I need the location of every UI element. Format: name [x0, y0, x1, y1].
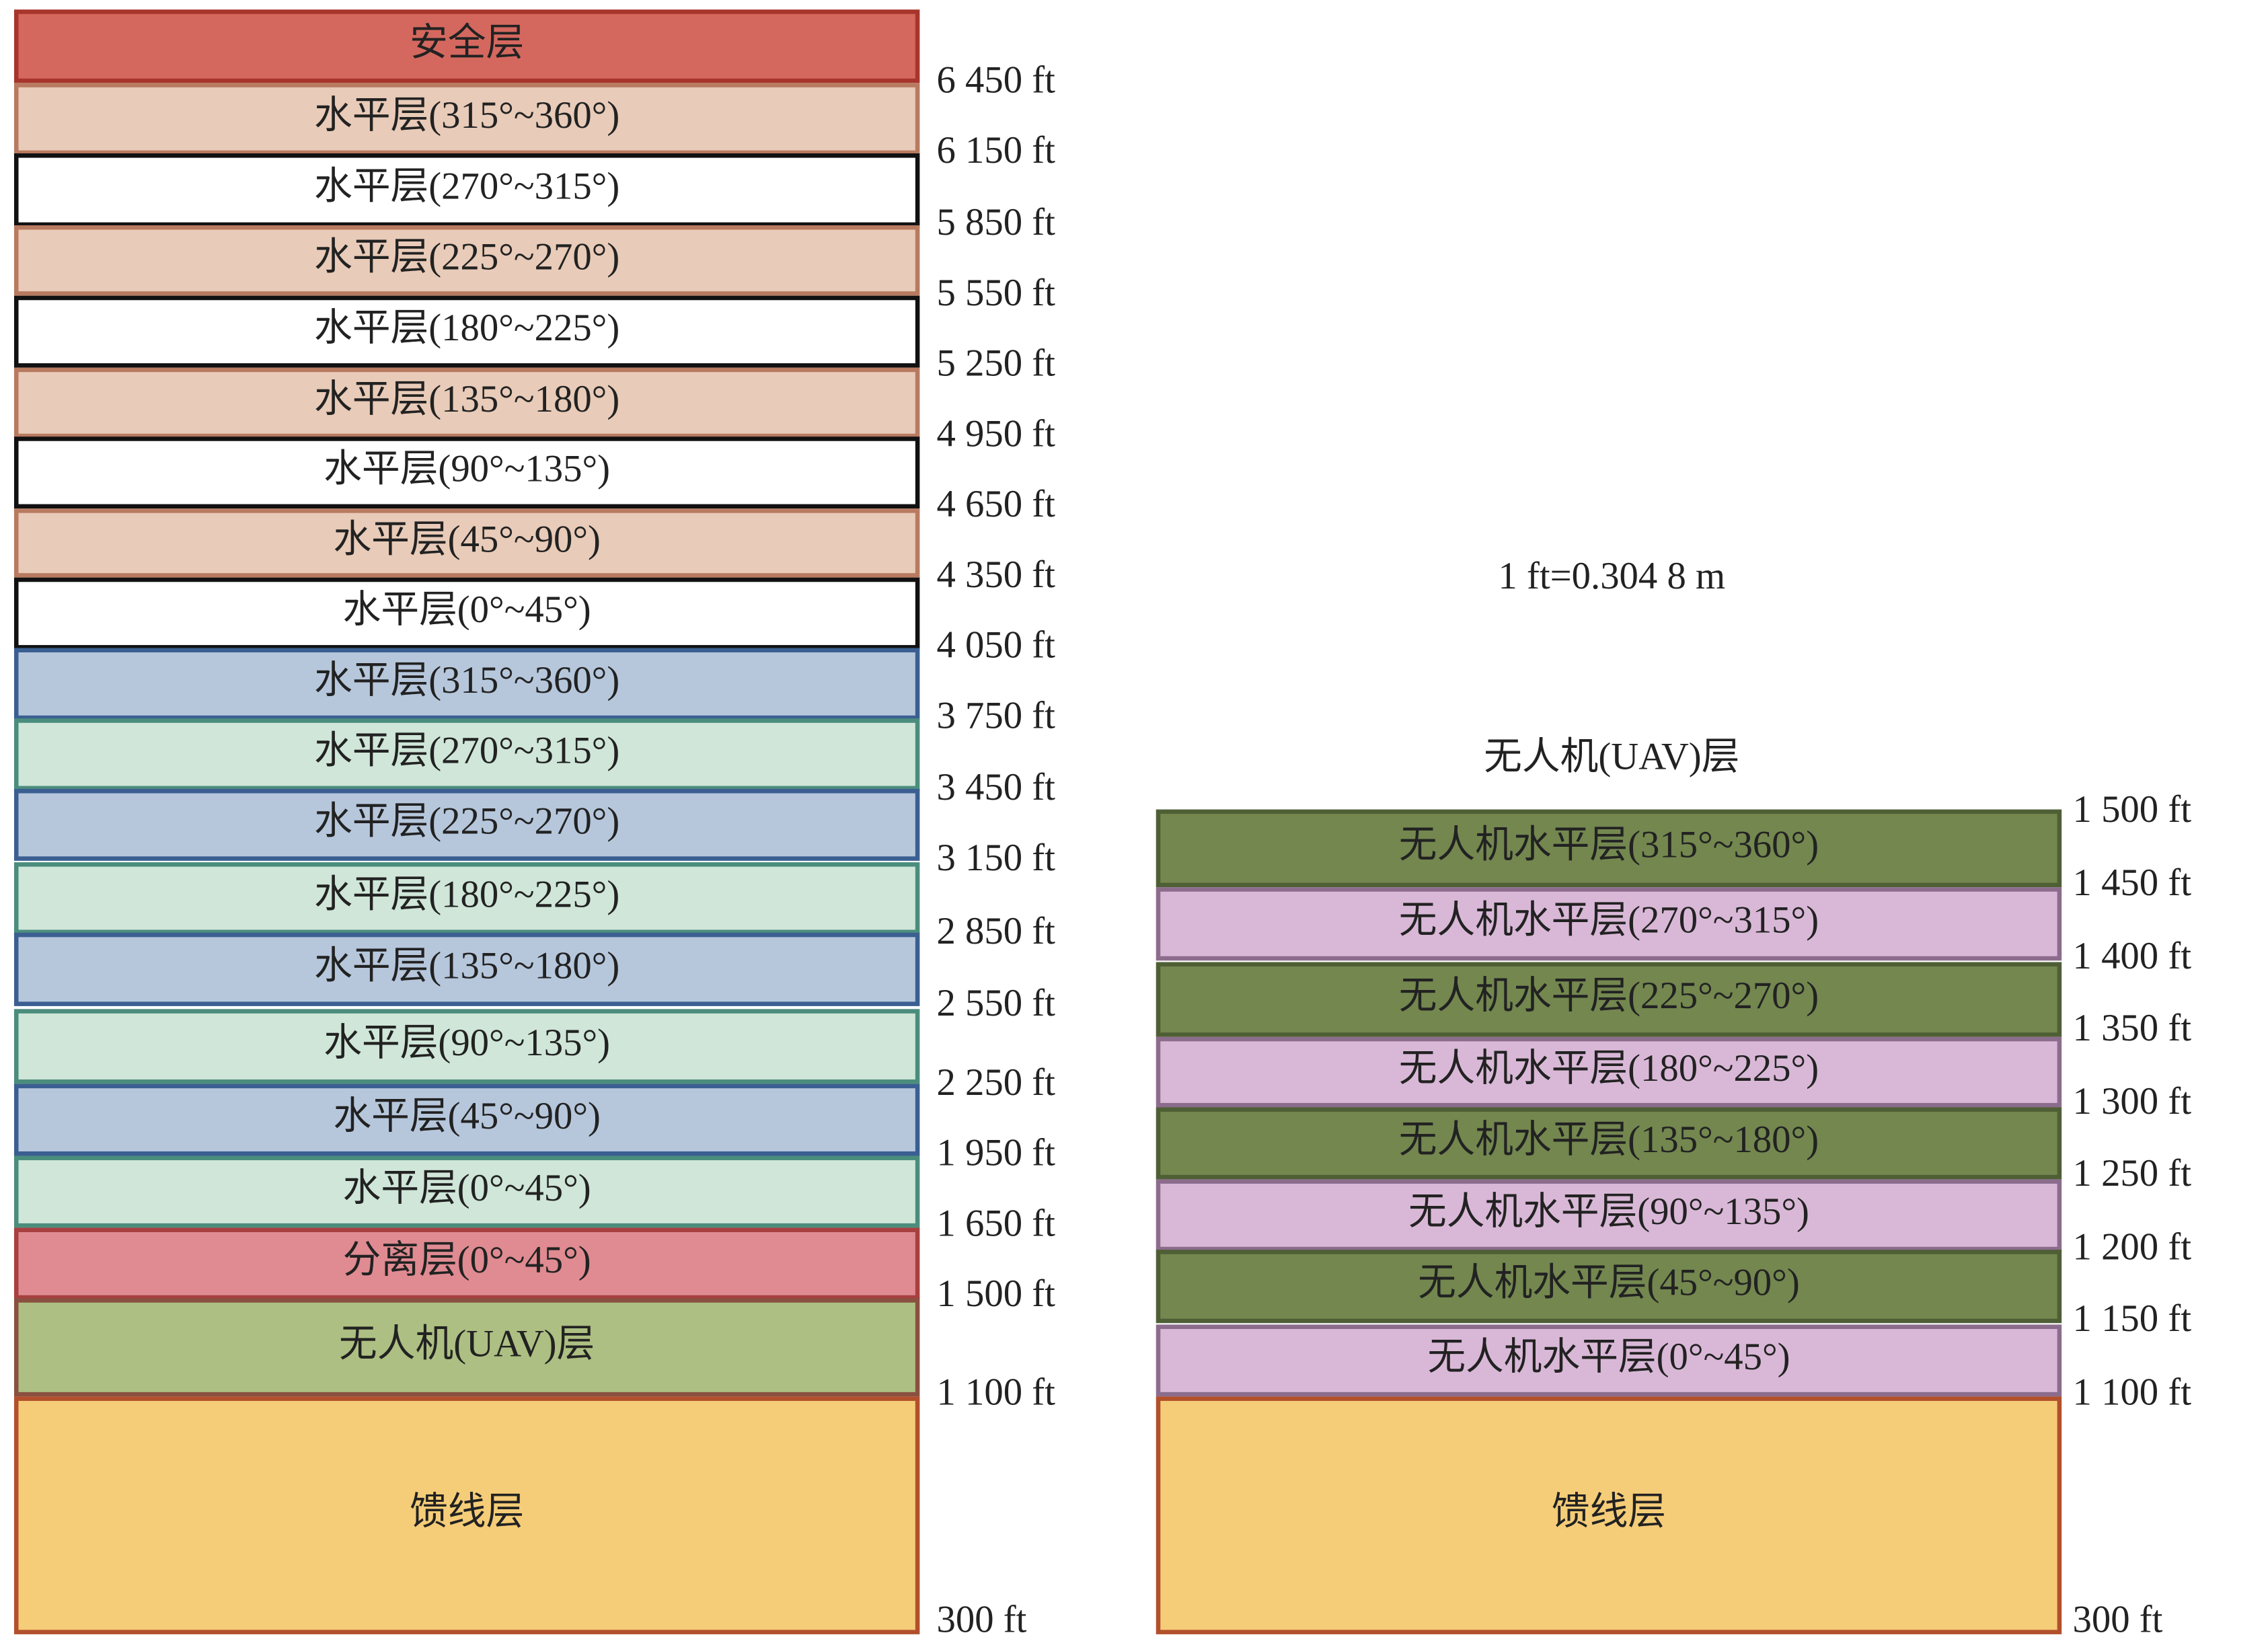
altitude-label: 1 350 ft	[2073, 1007, 2192, 1049]
unit-note: 1 ft=0.304 8 m	[1498, 555, 1725, 597]
layer-box	[13, 1227, 920, 1300]
layer-box	[13, 436, 920, 509]
altitude-label: 1 250 ft	[2073, 1152, 2192, 1194]
layer-box	[1156, 1107, 2062, 1180]
layer-label: 水平层(180°~225°)	[314, 874, 619, 916]
layer-label: 水平层(270°~315°)	[314, 165, 619, 208]
layer-label: 无人机水平层(45°~90°)	[1418, 1262, 1800, 1304]
altitude-label: 1 500 ft	[936, 1272, 1055, 1315]
altitude-label: 4 350 ft	[936, 554, 1055, 596]
altitude-label: 2 850 ft	[936, 910, 1055, 952]
layer-box	[13, 1083, 920, 1156]
altitude-label: 1 400 ft	[2073, 935, 2192, 977]
altitude-label: 1 300 ft	[2073, 1080, 2192, 1123]
altitude-label: 1 450 ft	[2073, 862, 2192, 904]
layer-label: 水平层(180°~225°)	[314, 307, 619, 349]
altitude-label: 1 950 ft	[936, 1132, 1055, 1174]
layer-label: 水平层(270°~315°)	[314, 730, 619, 772]
layer-box	[13, 648, 920, 720]
altitude-label: 1 100 ft	[2073, 1371, 2192, 1413]
altitude-label: 5 250 ft	[936, 342, 1055, 385]
altitude-label: 4 650 ft	[936, 483, 1055, 525]
layer-box	[13, 508, 920, 578]
layer-label: 分离层(0°~45°)	[343, 1239, 591, 1281]
layer-label: 无人机水平层(135°~180°)	[1399, 1118, 1819, 1161]
layer-box	[13, 153, 920, 227]
layer-box	[13, 1009, 920, 1084]
altitude-label: 5 850 ft	[936, 201, 1055, 243]
altitude-label: 300 ft	[936, 1599, 1026, 1635]
altitude-label: 1 200 ft	[2073, 1225, 2192, 1268]
layer-label: 水平层(90°~135°)	[324, 448, 610, 490]
altitude-label: 1 150 ft	[2073, 1297, 2192, 1340]
layer-box	[1156, 809, 2062, 888]
layer-label: 馈线层	[410, 1490, 524, 1533]
layer-label: 水平层(225°~270°)	[314, 800, 619, 842]
layer-box	[1156, 1036, 2062, 1108]
layer-label: 无人机水平层(225°~270°)	[1399, 975, 1819, 1017]
layer-box	[1156, 887, 2062, 961]
layer-label: 水平层(0°~45°)	[343, 588, 591, 631]
layer-label: 水平层(0°~45°)	[343, 1167, 591, 1209]
altitude-label: 6 150 ft	[936, 129, 1055, 172]
altitude-label: 4 050 ft	[936, 624, 1055, 667]
altitude-label: 2 550 ft	[936, 982, 1055, 1024]
layer-box	[13, 367, 920, 439]
layer-box	[13, 1396, 920, 1634]
right-title: 无人机(UAV)层	[1484, 735, 1739, 777]
altitude-label: 2 250 ft	[936, 1061, 1055, 1104]
altitude-label: 300 ft	[2073, 1599, 2163, 1635]
layer-label: 水平层(225°~270°)	[314, 235, 619, 278]
layer-box	[13, 83, 920, 155]
layer-box	[13, 1155, 920, 1228]
layer-label: 馈线层	[1552, 1490, 1666, 1533]
layer-box	[13, 577, 920, 650]
layer-box	[13, 295, 920, 368]
layer-label: 水平层(315°~360°)	[314, 94, 619, 137]
layer-label: 无人机水平层(180°~225°)	[1399, 1047, 1819, 1090]
layer-label: 水平层(45°~90°)	[333, 1095, 600, 1137]
layer-box	[13, 932, 920, 1006]
altitude-label: 1 500 ft	[2073, 788, 2192, 831]
altitude-label: 1 100 ft	[936, 1371, 1055, 1413]
layer-label: 水平层(45°~90°)	[333, 518, 600, 560]
layer-box	[13, 788, 920, 861]
layer-label: 无人机水平层(0°~45°)	[1427, 1336, 1790, 1378]
layer-box	[13, 1298, 920, 1397]
layer-label: 水平层(135°~180°)	[314, 944, 619, 987]
layer-box	[1156, 962, 2062, 1037]
layer-box	[1156, 1396, 2062, 1634]
layer-box	[1156, 1250, 2062, 1324]
layer-box	[1156, 1324, 2062, 1397]
altitude-label: 1 650 ft	[936, 1202, 1055, 1244]
layer-box	[13, 9, 920, 83]
layer-label: 无人机水平层(270°~315°)	[1399, 899, 1819, 942]
altitude-label: 3 150 ft	[936, 837, 1055, 879]
layer-label: 水平层(135°~180°)	[314, 378, 619, 420]
altitude-label: 3 450 ft	[936, 766, 1055, 808]
layer-box	[13, 862, 920, 934]
altitude-label: 5 550 ft	[936, 272, 1055, 314]
layer-label: 水平层(90°~135°)	[324, 1022, 610, 1064]
layer-label: 无人机水平层(90°~135°)	[1408, 1190, 1809, 1233]
layer-box	[13, 718, 920, 791]
layer-label: 安全层	[410, 22, 524, 64]
layer-label: 无人机水平层(315°~360°)	[1399, 823, 1819, 866]
layer-label: 无人机(UAV)层	[339, 1322, 595, 1365]
layer-label: 水平层(315°~360°)	[314, 659, 619, 701]
layer-box	[1156, 1179, 2062, 1252]
altitude-label: 3 750 ft	[936, 694, 1055, 736]
altitude-label: 4 950 ft	[936, 412, 1055, 455]
layer-box	[13, 225, 920, 296]
altitude-label: 6 450 ft	[936, 59, 1055, 101]
